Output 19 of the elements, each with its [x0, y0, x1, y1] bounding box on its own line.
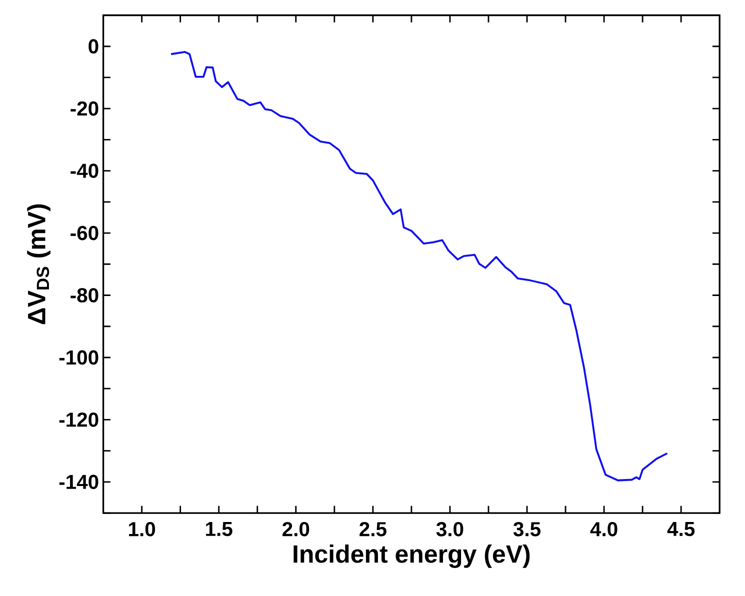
y-tick-label: -100 — [59, 350, 98, 365]
y-tick-label: 0 — [88, 39, 98, 54]
y-tick-label: -20 — [70, 101, 98, 116]
y-tick-label: -80 — [70, 288, 98, 302]
line-series — [170, 50, 668, 482]
x-tick-label: 3.0 — [436, 522, 464, 536]
y-tick-label: -140 — [59, 474, 98, 490]
y-tick-label: -120 — [59, 412, 98, 427]
x-tick-label: 4.5 — [667, 522, 695, 536]
x-tick-label: 1.0 — [129, 522, 156, 536]
y-tick-label: -40 — [70, 164, 98, 178]
x-tick-label: 1.5 — [206, 522, 232, 536]
x-tick-label: 2.0 — [282, 522, 310, 536]
x-tick-label: 3.5 — [513, 522, 541, 536]
y-axis-title: ΔV$_{DS}$ (mV) — [27, 204, 50, 324]
x-axis-title: Incident energy (eV) — [294, 544, 530, 568]
x-tick-label: 2.5 — [360, 522, 386, 536]
x-tick-label: 4.0 — [590, 522, 618, 536]
y-tick-label: -60 — [70, 226, 98, 240]
